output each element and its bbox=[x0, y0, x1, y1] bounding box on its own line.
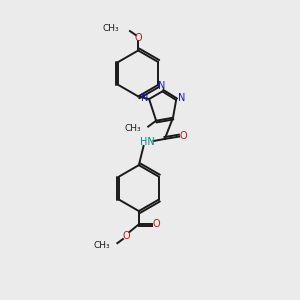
Text: O: O bbox=[134, 33, 142, 43]
Text: N: N bbox=[178, 93, 185, 103]
Text: O: O bbox=[152, 219, 160, 229]
Text: HN: HN bbox=[140, 137, 154, 148]
Text: CH₃: CH₃ bbox=[124, 124, 141, 134]
Text: O: O bbox=[122, 231, 130, 241]
Text: N: N bbox=[141, 93, 148, 103]
Text: O: O bbox=[180, 131, 188, 141]
Text: CH₃: CH₃ bbox=[93, 241, 110, 250]
Text: N: N bbox=[158, 81, 166, 91]
Text: CH₃: CH₃ bbox=[102, 24, 119, 33]
